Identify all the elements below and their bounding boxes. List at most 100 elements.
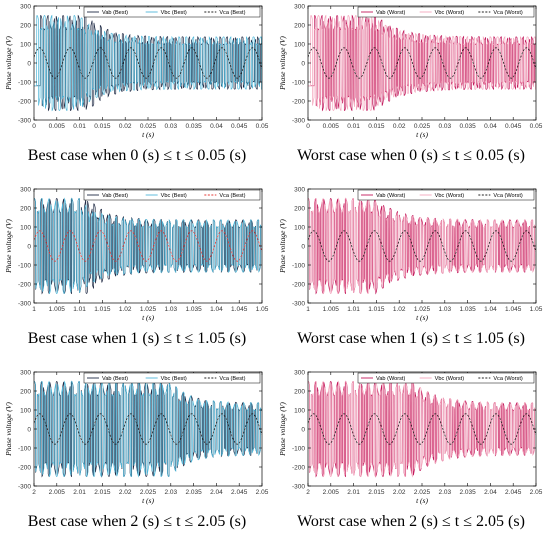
x-tick-label: 1.05 (530, 306, 543, 313)
y-tick-label: 0 (27, 426, 31, 433)
chart-svg: -300 -200 -100 0 100 200 300 0 0.005 0.01 0.015 0.0… (4, 3, 269, 139)
y-tick-label: 300 (20, 3, 31, 10)
x-tick-label: 0.045 (505, 123, 522, 130)
plot-area (34, 189, 262, 303)
chart-svg: -300 -200 -100 0 100 200 300 1 1.005 1.01 1.015 1.0… (4, 186, 269, 322)
x-axis-label: t (s) (142, 313, 154, 322)
x-tick-label: 1.025 (140, 306, 157, 313)
x-tick-label: 0.025 (140, 123, 157, 130)
y-tick-label: 200 (20, 205, 31, 212)
x-tick-label: 0.005 (323, 123, 340, 130)
y-tick-label: -200 (18, 464, 31, 471)
x-tick-label: 0.015 (368, 123, 385, 130)
legend-label: Vab (Best) (102, 193, 128, 199)
x-tick-label: 1.02 (393, 306, 406, 313)
x-tick-label: 2.01 (347, 489, 360, 496)
x-tick-label: 2.035 (185, 489, 202, 496)
legend-box (83, 372, 261, 384)
legend-label: Vbc (Best) (161, 10, 187, 16)
x-tick-label: 1.05 (256, 306, 269, 313)
legend-label: Vca (Worst) (493, 376, 523, 382)
chart-svg: -300 -200 -100 0 100 200 300 2 2.005 2.01 2.015 2.0… (278, 369, 543, 505)
y-tick-label: 300 (294, 369, 305, 376)
legend-label: Vab (Best) (102, 376, 128, 382)
y-tick-label: 300 (20, 369, 31, 376)
legend-label: Vab (Best) (102, 10, 128, 16)
x-tick-label: 2.02 (119, 489, 132, 496)
y-tick-label: 100 (294, 407, 305, 414)
y-tick-label: -200 (292, 98, 305, 105)
x-tick-label: 0.02 (119, 123, 132, 130)
series-line-vbc-best- (34, 14, 262, 112)
y-tick-label: -300 (292, 483, 305, 490)
y-tick-label: 100 (294, 224, 305, 231)
x-tick-label: 0.03 (164, 123, 177, 130)
chart-panel-worst-0: -300 -200 -100 0 100 200 300 0 0.005 0.01 0.015 0.0… (274, 0, 548, 183)
x-tick-label: 2.04 (210, 489, 223, 496)
y-tick-label: 100 (294, 41, 305, 48)
x-tick-label: 0.04 (210, 123, 223, 130)
y-tick-label: 0 (301, 426, 305, 433)
x-tick-label: 1 (306, 306, 310, 313)
x-tick-label: 2 (306, 489, 310, 496)
x-tick-label: 2.03 (438, 489, 451, 496)
y-axis-label: Phase voltage (V) (278, 36, 287, 91)
chart-svg: -300 -200 -100 0 100 200 300 0 0.005 0.01 0.015 0.0… (278, 3, 543, 139)
x-axis-label: t (s) (142, 496, 154, 505)
series-group (308, 197, 536, 295)
x-tick-label: 0.05 (530, 123, 543, 130)
x-tick-label: 0 (306, 123, 310, 130)
x-tick-label: 2.05 (256, 489, 269, 496)
x-tick-label: 0.005 (49, 123, 66, 130)
y-tick-label: 100 (20, 407, 31, 414)
y-tick-label: 0 (27, 243, 31, 250)
series-line-vbc-worst- (308, 197, 536, 295)
x-tick-label: 2.005 (49, 489, 66, 496)
series-group (34, 14, 262, 112)
series-group (34, 197, 262, 295)
y-tick-label: 200 (20, 22, 31, 29)
series-line-vca-worst- (308, 413, 536, 445)
x-tick-label: 1.015 (94, 306, 111, 313)
x-tick-label: 2.015 (94, 489, 111, 496)
y-tick-label: -200 (18, 98, 31, 105)
x-tick-label: 1.04 (210, 306, 223, 313)
legend-label: Vca (Worst) (493, 10, 523, 16)
y-tick-label: -200 (292, 464, 305, 471)
x-tick-label: 1.03 (438, 306, 451, 313)
x-tick-label: 2.005 (323, 489, 340, 496)
y-tick-label: -300 (18, 300, 31, 307)
y-tick-label: -100 (292, 262, 305, 269)
y-tick-label: -100 (18, 262, 31, 269)
x-tick-label: 1.005 (49, 306, 66, 313)
x-tick-label: 0.03 (438, 123, 451, 130)
x-tick-label: 0.01 (347, 123, 360, 130)
series-line-vbc-best- (34, 197, 262, 295)
x-tick-label: 0.01 (73, 123, 86, 130)
series-line-vbc-worst- (308, 380, 536, 478)
chart-caption: Worst case when 2 (s) ≤ t ≤ 2.05 (s) (297, 513, 525, 530)
legend-box (357, 189, 535, 201)
chart-caption: Best case when 2 (s) ≤ t ≤ 2.05 (s) (27, 513, 247, 530)
x-tick-label: 1.045 (505, 306, 522, 313)
x-axis-label: t (s) (142, 130, 154, 139)
x-axis-label: t (s) (416, 313, 428, 322)
series-line-vca-worst- (308, 230, 536, 262)
legend-label: Vbc (Best) (161, 193, 187, 199)
chart-panel-worst-2: -300 -200 -100 0 100 200 300 2 2.005 2.01 2.015 2.0… (274, 366, 548, 549)
chart-panel-worst-1: -300 -200 -100 0 100 200 300 1 1.005 1.01 1.015 1.0… (274, 183, 548, 366)
x-tick-label: 1.045 (231, 306, 248, 313)
x-tick-label: 2.01 (73, 489, 86, 496)
y-tick-label: 300 (294, 186, 305, 193)
x-axis-label: t (s) (416, 496, 428, 505)
x-tick-label: 0.015 (94, 123, 111, 130)
y-tick-label: -200 (18, 281, 31, 288)
x-tick-label: 1.01 (347, 306, 360, 313)
x-tick-label: 2.025 (140, 489, 157, 496)
x-tick-label: 0.04 (484, 123, 497, 130)
x-tick-label: 2.015 (368, 489, 385, 496)
y-tick-label: -300 (292, 117, 305, 124)
x-tick-label: 0.035 (459, 123, 476, 130)
chart-caption: Best case when 1 (s) ≤ t ≤ 1.05 (s) (27, 330, 247, 347)
chart-svg: -300 -200 -100 0 100 200 300 2 2.005 2.01 2.015 2.0… (4, 369, 269, 505)
